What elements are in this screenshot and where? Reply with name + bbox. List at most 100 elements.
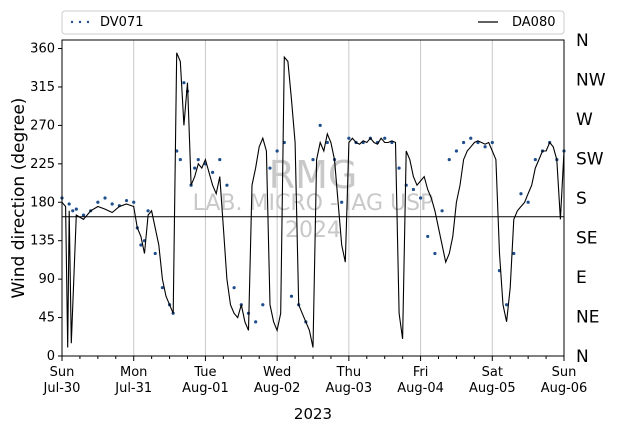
x-axis-label: 2023 <box>294 405 332 423</box>
x-tick-label-date: Jul-30 <box>43 381 81 396</box>
series-dv071-point <box>447 157 451 162</box>
x-tick-label-day: Fri <box>413 365 429 380</box>
y-tick-label: 225 <box>30 157 55 172</box>
compass-label: SE <box>576 229 598 249</box>
series-dv071-point <box>81 213 86 217</box>
series-dv071-point <box>433 251 437 256</box>
series-dv071-point <box>512 251 516 256</box>
series-dv071-point <box>261 303 265 307</box>
series-dv071-point <box>440 209 444 213</box>
series-dv071-point <box>325 140 329 145</box>
y-tick-label: 135 <box>30 234 55 249</box>
watermark: RMG LAB. MICRO - IAG USP 2024 <box>193 153 434 243</box>
series-dv071-point <box>160 286 164 290</box>
series-dv071-point <box>490 140 494 145</box>
series-dv071-point <box>211 170 215 174</box>
y-axis: 0 45 90 135 180 225 270 315 360 <box>30 42 62 364</box>
compass-label: S <box>576 189 587 209</box>
x-tick-label-day: Sat <box>482 365 503 380</box>
series-dv071-point <box>318 123 322 128</box>
series-dv071-point <box>469 136 473 140</box>
series-dv071-point <box>411 187 415 192</box>
x-tick-label-day: Sun <box>50 365 75 380</box>
y-tick-label: 0 <box>47 349 55 364</box>
series-dv071-point <box>96 200 100 204</box>
series-dv071-point <box>462 140 466 145</box>
series-dv071-point <box>132 200 136 204</box>
series-dv071-point <box>268 166 272 170</box>
legend-da080-label: DA080 <box>512 15 556 30</box>
x-tick-label-date: Aug-06 <box>541 381 588 396</box>
plot-area <box>62 40 564 356</box>
series-dv071-point <box>153 251 157 256</box>
compass-label: N <box>576 31 589 51</box>
series-dv071-point <box>254 320 258 324</box>
x-tick-label-date: Aug-04 <box>397 381 444 396</box>
watermark-year: 2024 <box>285 218 341 243</box>
y-tick-label: 315 <box>30 80 55 95</box>
x-tick-label-day: Mon <box>120 365 147 380</box>
series-dv071-point <box>178 157 182 162</box>
series-dv071-point <box>418 196 423 200</box>
x-tick-label-date: Aug-05 <box>469 381 516 396</box>
series-dv071-point <box>505 303 509 307</box>
y-axis-label: Wind direction (degree) <box>9 98 29 299</box>
series-dv071-point <box>124 198 129 203</box>
y-tick-label: 45 <box>38 311 55 326</box>
series-dv071-point <box>347 136 351 140</box>
series-dv071-point <box>311 157 315 162</box>
right-axis-compass: N NE E SE S SW W NW N <box>576 31 606 367</box>
series-da080 <box>61 52 565 348</box>
series-dv071-point <box>275 149 279 153</box>
x-tick-label-day: Thu <box>336 365 361 380</box>
series-da080-line <box>61 52 565 348</box>
legend-dv071-marker <box>70 20 90 24</box>
series-dv071-point <box>110 202 114 206</box>
compass-label: W <box>576 110 593 130</box>
series-dv071-point <box>103 196 107 200</box>
compass-label: E <box>576 268 587 288</box>
watermark-subtitle: LAB. MICRO - IAG USP <box>193 191 434 216</box>
series-dv071-point <box>74 207 78 211</box>
series-dv071-point <box>232 286 236 290</box>
compass-label: NE <box>576 308 599 328</box>
series-dv071-point <box>340 200 344 204</box>
series-dv071-point <box>533 157 537 162</box>
series-dv071-point <box>218 157 222 162</box>
series-dv071-point <box>182 81 186 85</box>
compass-label: N <box>576 347 589 367</box>
x-axis: SunJul-30MonJul-31TueAug-01WedAug-02ThuA… <box>43 356 588 396</box>
x-tick-label-date: Aug-02 <box>254 381 301 396</box>
series-dv071-point <box>483 145 487 149</box>
series-dv071-point <box>397 166 401 170</box>
x-tick-label-day: Wed <box>263 365 291 380</box>
series-dv071-point <box>426 234 430 239</box>
y-tick-label: 180 <box>30 195 55 210</box>
series-dv071-point <box>289 294 294 298</box>
series-dv071-point <box>175 149 179 153</box>
series-dv071-point <box>67 202 71 206</box>
x-tick-label-day: Sun <box>552 365 577 380</box>
legend-frame <box>61 10 565 35</box>
compass-label: NW <box>576 71 606 91</box>
y-tick-label: 270 <box>30 118 55 133</box>
y-tick-label: 360 <box>30 42 55 57</box>
x-tick-label-date: Aug-03 <box>326 381 373 396</box>
series-dv071-point <box>519 192 523 196</box>
x-tick-label-date: Aug-01 <box>182 381 229 396</box>
series-dv071-point <box>225 183 229 187</box>
series-dv071-point <box>454 149 459 153</box>
legend-dv071-label: DV071 <box>100 15 144 30</box>
series-dv071-point <box>196 157 200 162</box>
x-tick-label-day: Tue <box>193 365 216 380</box>
x-tick-label-date: Jul-31 <box>114 381 152 396</box>
y-tick-label: 90 <box>38 272 55 287</box>
series-dv071-point <box>383 136 387 140</box>
series-dv071-point <box>526 200 530 204</box>
series-dv071-point <box>146 209 150 213</box>
series-dv071-point <box>193 166 197 170</box>
compass-label: SW <box>576 150 604 170</box>
series-dv071-point <box>139 243 143 247</box>
legend: DV071 DA080 <box>61 10 565 35</box>
